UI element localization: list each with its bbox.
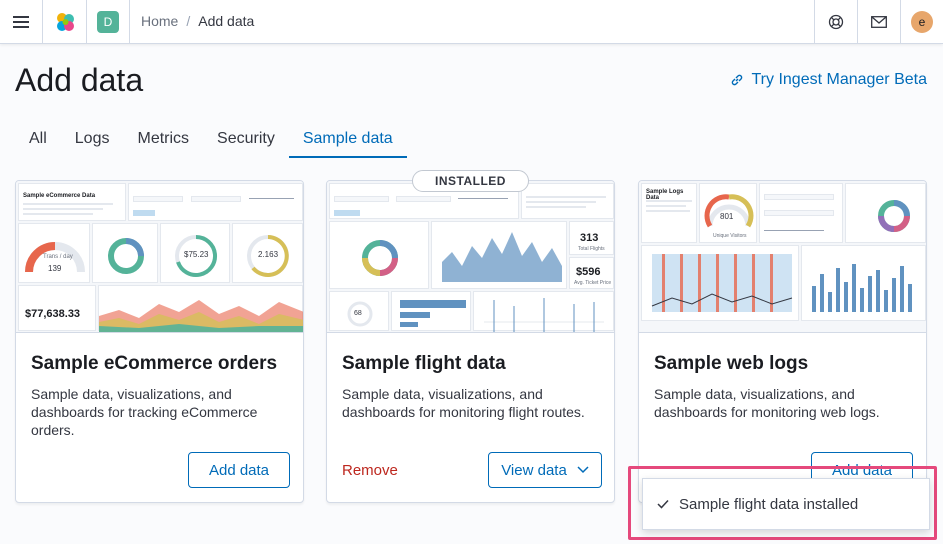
avatar: e [911,11,933,33]
view-data-label: View data [501,461,567,479]
ecommerce-donut-chart [108,238,144,274]
avg-units-value: 2.163 [258,250,279,259]
view-flight-data-button[interactable]: View data [488,452,602,488]
card-title: Sample flight data [342,353,506,374]
ecommerce-price-ring [175,235,218,277]
avg-ticket-price-label: Avg. Ticket Price [574,280,612,286]
newsfeed-button[interactable] [857,0,900,44]
tab-logs[interactable]: Logs [74,130,110,147]
success-toast[interactable]: Sample flight data installed [642,478,930,530]
avg-ticket-price-value: $596 [576,266,601,278]
logs-visitors-bar-chart [812,264,912,312]
web-logs-dashboard-preview: Sample Logs Data 801 Unique Visitors [639,181,926,333]
logs-timeline-chart [651,254,793,312]
total-flights-label: Total Flights [578,246,605,252]
ecommerce-units-ring [247,235,289,277]
tab-security[interactable]: Security [217,130,275,147]
ingest-manager-link-label: Try Ingest Manager Beta [751,71,928,88]
ecommerce-dashboard-preview: Sample eCommerce Data Trans / day 139 [16,181,303,333]
card-title: Sample eCommerce orders [31,353,278,374]
total-flights-value: 313 [580,232,599,244]
breadcrumb-home[interactable]: Home [141,13,179,29]
remove-flight-data-button[interactable]: Remove [342,462,398,479]
avg-price-value: $75.23 [184,250,209,259]
flight-delays-gauge [347,301,373,327]
breadcrumb: Home / Add data [141,13,254,29]
help-button[interactable] [814,0,857,44]
add-ecommerce-data-button[interactable]: Add data [188,452,290,488]
gauge-value: 139 [48,264,62,273]
flight-cancellations-chart [484,298,604,332]
toast-message: Sample flight data installed [679,495,859,513]
ecommerce-area-chart [99,300,303,332]
tab-metrics[interactable]: Metrics [137,130,190,147]
help-lifebuoy-icon [828,14,844,30]
tab-sample-data[interactable]: Sample data [288,122,407,158]
revenue-value: $77,638.33 [25,308,81,320]
link-icon [731,74,742,86]
page-title: Add data [15,62,144,98]
breadcrumb-current: Add data [198,13,255,29]
ecommerce-preview-heading: Sample eCommerce Data [23,193,96,199]
flight-dashboard-preview: 313 Total Flights $596 Avg. Ticket Price… [327,181,614,333]
toast-highlight-frame [628,466,937,540]
flight-count-area-chart [442,232,562,282]
space-avatar: D [97,11,119,33]
elastic-logo-icon [56,13,74,31]
ingest-manager-link[interactable]: Try Ingest Manager Beta [730,71,928,89]
flight-carrier-donut [362,240,398,276]
chevron-down-icon [577,466,589,474]
card-description: Sample data, visualizations, and dashboa… [31,386,258,438]
installed-badge: INSTALLED [412,170,529,192]
check-icon [657,499,669,509]
flight-delay-bar-chart [400,300,466,327]
logs-os-donut [878,200,910,232]
unique-visitors-value: 801 [720,212,734,221]
header-actions: e [814,0,943,44]
sample-web-logs-card: Sample Logs Data 801 Unique Visitors [638,180,927,503]
card-title: Sample web logs [654,353,809,374]
mail-icon [871,16,887,28]
tab-all[interactable]: All [29,130,47,147]
gauge-label: Trans / day [43,254,73,260]
flight-delays-value: 68 [354,310,362,317]
breadcrumb-separator: / [186,13,191,29]
menu-toggle-button[interactable] [0,0,43,44]
user-menu-button[interactable]: e [900,0,943,44]
sample-ecommerce-card: Sample eCommerce Data Trans / day 139 [15,180,304,503]
top-nav-bar: D Home / Add data e [0,0,943,44]
logs-preview-heading: Sample Logs Data [646,189,684,201]
ecommerce-gauge-chart [25,242,85,273]
tab-bar: All Logs Metrics Security Sample data [15,122,407,158]
unique-visitors-label: Unique Visitors [713,233,747,239]
kibana-logo[interactable] [43,0,87,44]
card-description: Sample data, visualizations, and dashboa… [342,386,585,420]
card-description: Sample data, visualizations, and dashboa… [654,386,880,420]
unique-visitors-gauge [704,194,754,228]
sample-flight-card: 313 Total Flights $596 Avg. Ticket Price… [326,180,615,503]
space-selector[interactable]: D [87,0,130,44]
hamburger-icon [13,16,29,28]
